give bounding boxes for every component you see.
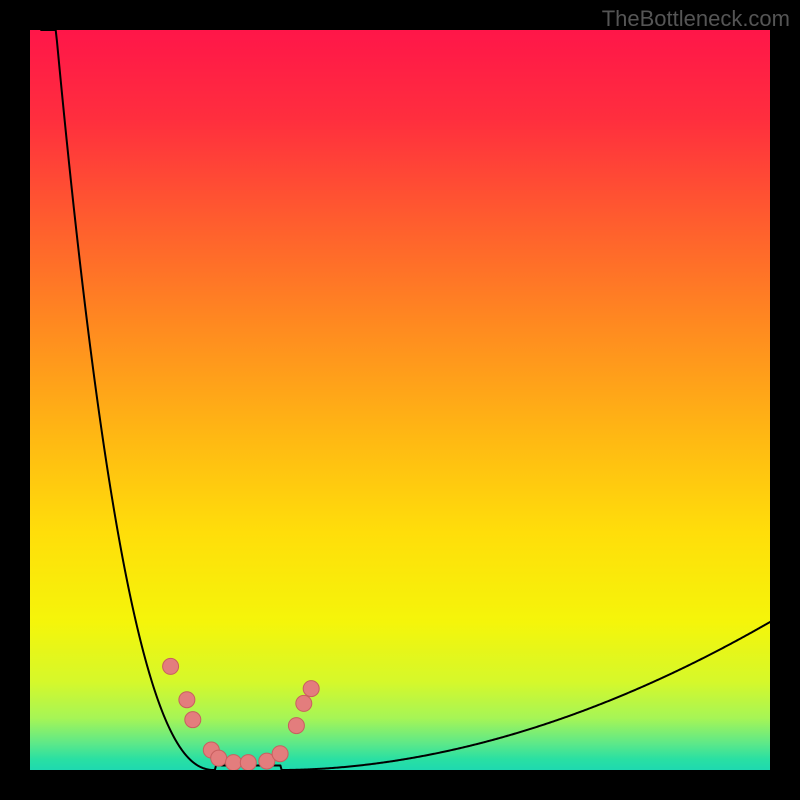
chart-container: TheBottleneck.com [0,0,800,800]
marker-point [288,718,304,734]
marker-group [163,658,320,770]
marker-point [303,681,319,697]
dip-curve [41,30,770,770]
marker-point [272,746,288,762]
marker-point [240,755,256,770]
marker-point [211,750,227,766]
plot-area [30,30,770,770]
marker-point [179,692,195,708]
watermark-text: TheBottleneck.com [602,6,790,32]
marker-point [296,695,312,711]
curve-overlay [30,30,770,770]
marker-point [185,712,201,728]
marker-point [226,755,242,770]
marker-point [163,658,179,674]
